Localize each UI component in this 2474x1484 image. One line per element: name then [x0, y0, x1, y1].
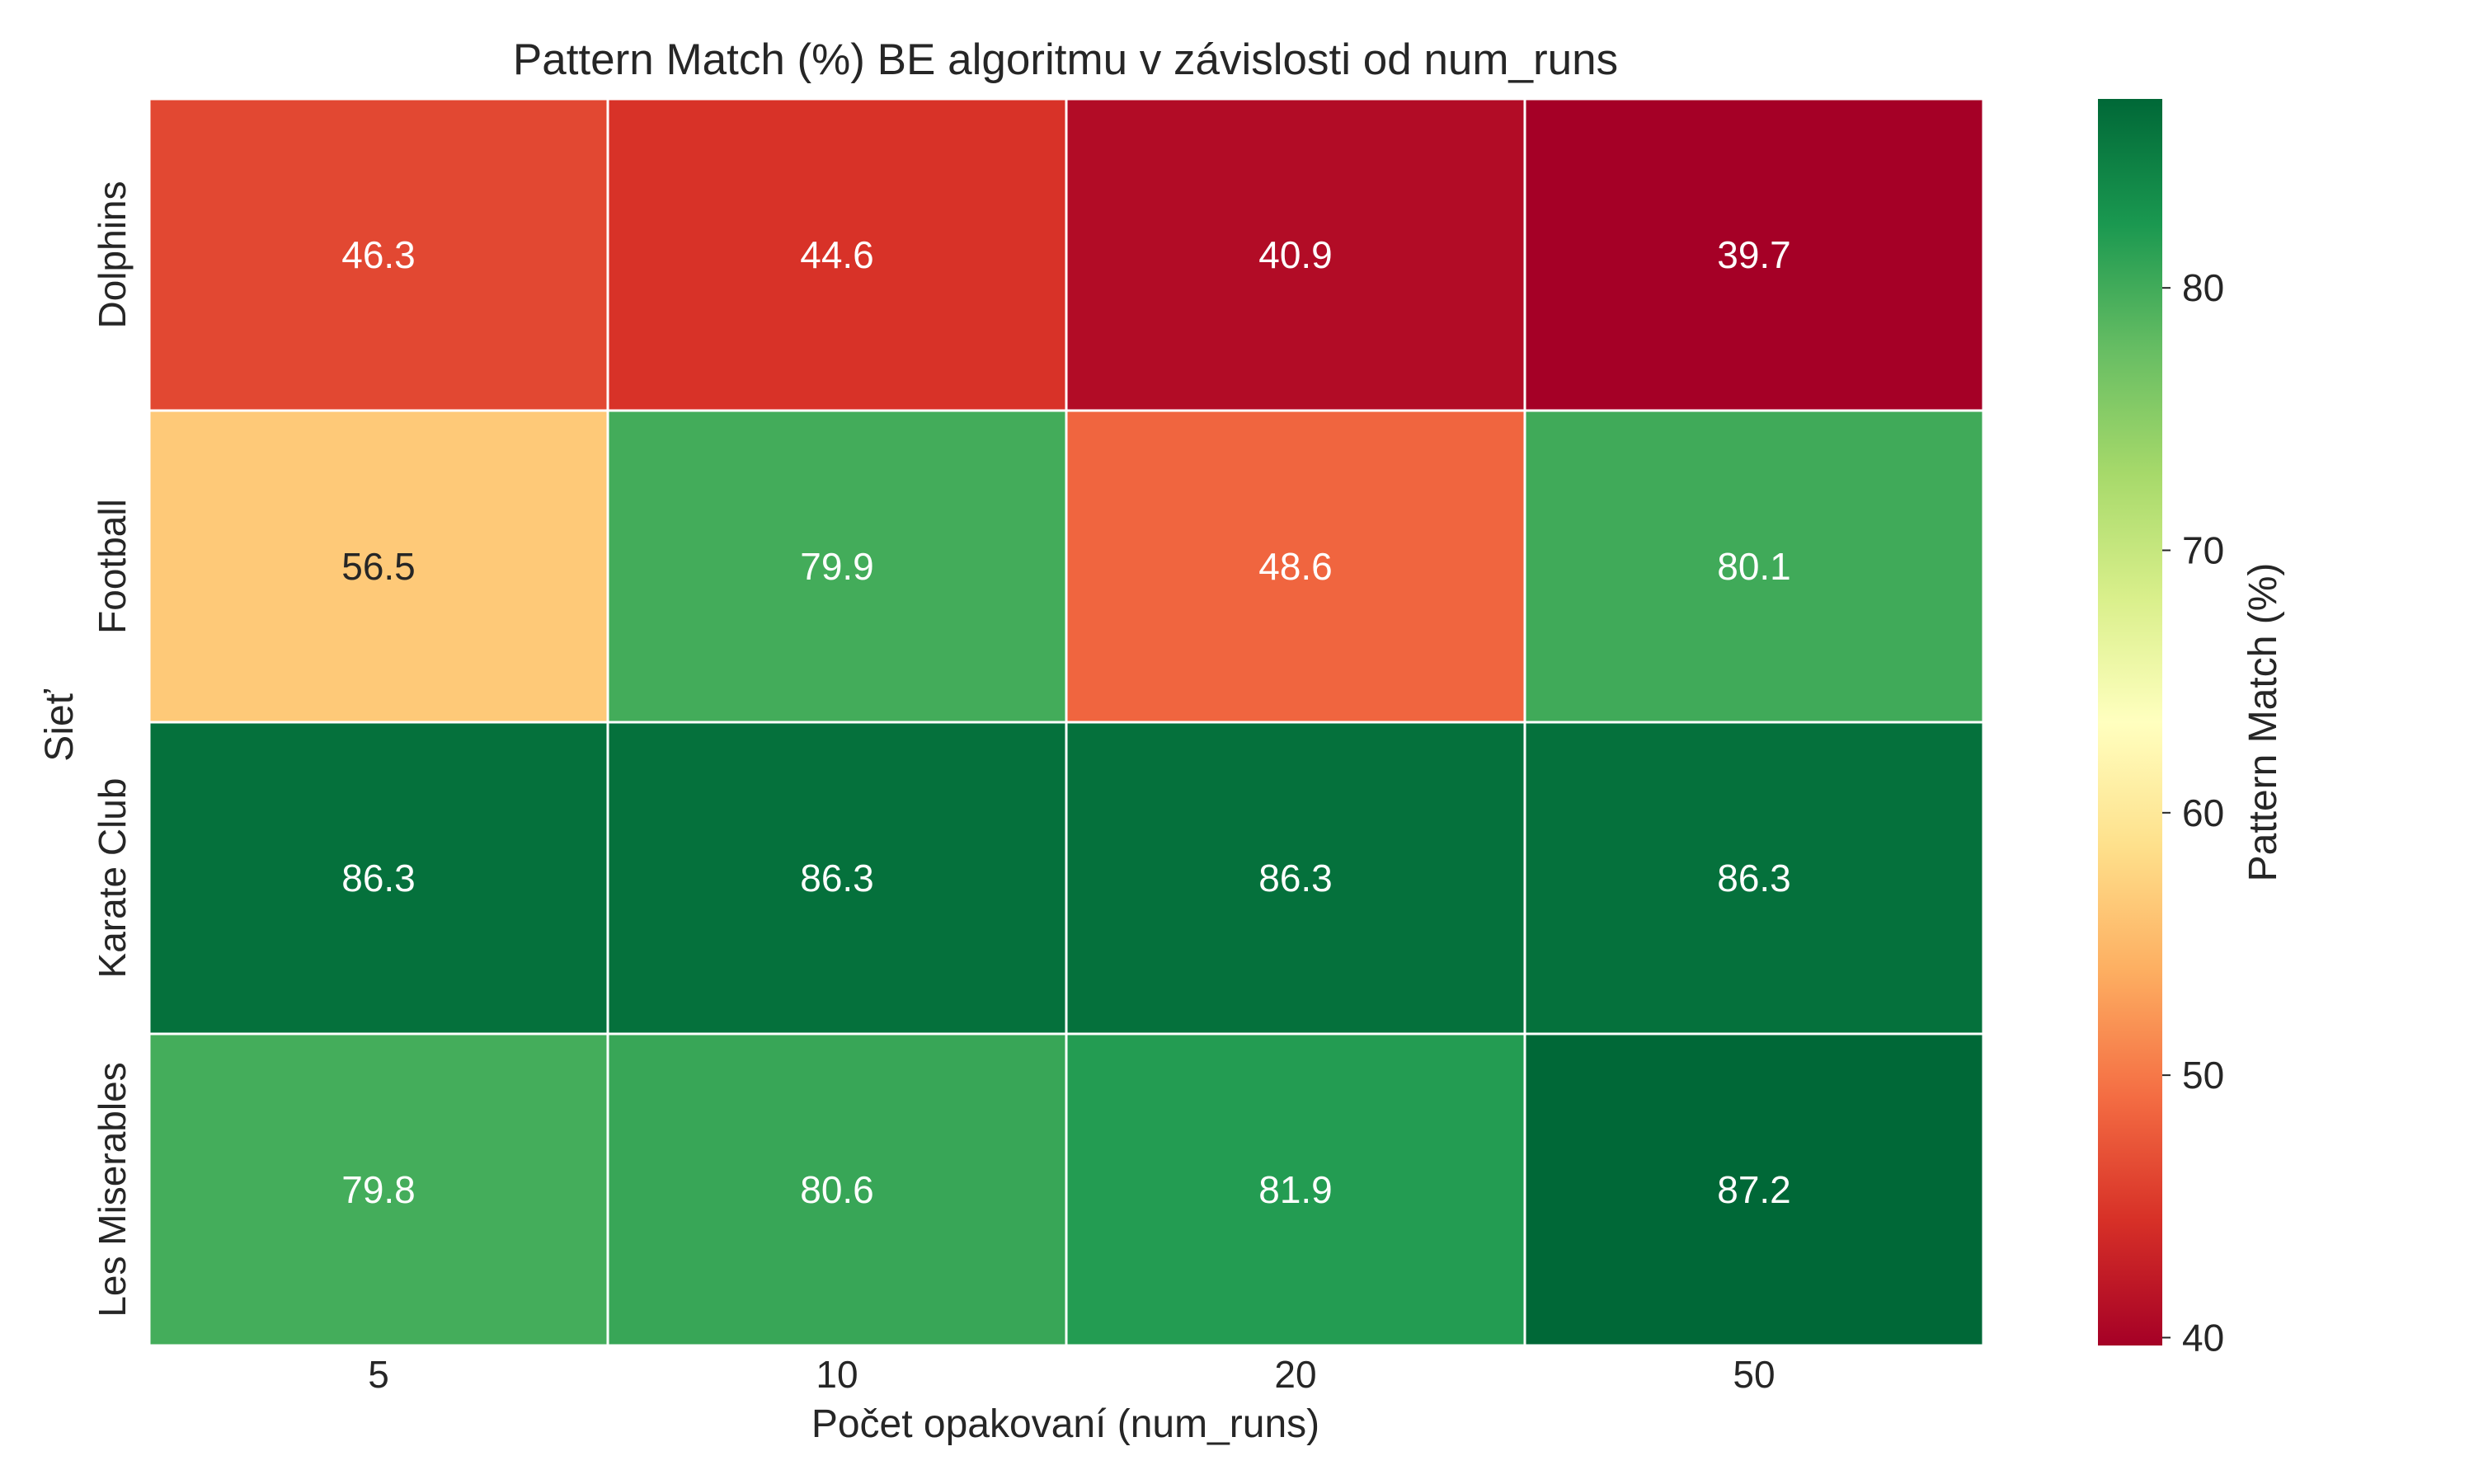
y-tick-labels: Dolphins Football Karate Club Les Miserable…	[91, 181, 134, 1317]
x-tick-label: 50	[1733, 1353, 1775, 1396]
colorbar-tick-label: 50	[2182, 1054, 2224, 1097]
colorbar-tick-label: 80	[2182, 266, 2224, 309]
heatmap-cell	[606, 1032, 1068, 1347]
cell-value-label: 79.9	[800, 545, 874, 588]
heatmap-cell	[1523, 1032, 1985, 1347]
y-tick-label: Les Miserables	[91, 1062, 134, 1317]
x-tick-label: 5	[368, 1353, 389, 1396]
y-tick-label: Football	[91, 499, 134, 634]
cell-value-label: 80.6	[800, 1168, 874, 1211]
x-tick-labels: 5 10 20 50	[368, 1353, 1775, 1396]
y-axis-label: Sieť	[38, 688, 82, 761]
y-tick-label: Dolphins	[91, 181, 134, 329]
cell-value-label: 44.6	[800, 233, 874, 276]
colorbar-tick-label: 70	[2182, 529, 2224, 572]
colorbar-tick-label: 60	[2182, 791, 2224, 834]
heatmap-cells: 46.3 44.6 40.9 39.7 56.5 79.9 48.6 80.1 86.3 86.3…	[148, 97, 1985, 1347]
heatmap-cell	[1523, 721, 1985, 1036]
cell-value-label: 79.8	[341, 1168, 416, 1211]
heatmap-cell	[1523, 409, 1985, 724]
cell-value-label: 40.9	[1258, 233, 1333, 276]
cell-value-label: 86.3	[800, 857, 874, 899]
cell-value-label: 81.9	[1258, 1168, 1333, 1211]
cell-value-label: 56.5	[341, 545, 416, 588]
heatmap-cell	[1065, 1032, 1526, 1347]
heatmap-cell	[148, 409, 609, 724]
heatmap-cell	[148, 1032, 609, 1347]
colorbar-label: Pattern Match (%)	[2241, 563, 2285, 882]
cell-value-label: 39.7	[1717, 233, 1791, 276]
heatmap-cell	[1523, 97, 1985, 412]
heatmap-cell	[1065, 97, 1526, 412]
colorbar: 40 50 60 70 80 Pattern Match (%)	[2098, 99, 2285, 1359]
cell-value-label: 86.3	[1258, 857, 1333, 899]
cell-value-label: 87.2	[1717, 1168, 1791, 1211]
heatmap-cell	[606, 409, 1068, 724]
cell-value-label: 86.3	[1717, 857, 1791, 899]
cell-value-label: 46.3	[341, 233, 416, 276]
colorbar-ticks: 40 50 60 70 80	[2162, 266, 2224, 1359]
y-tick-label: Karate Club	[91, 778, 134, 979]
x-tick-label: 10	[816, 1353, 858, 1396]
x-axis-label: Počet opakovaní (num_runs)	[811, 1402, 1319, 1446]
colorbar-gradient	[2098, 99, 2162, 1345]
heatmap-cell	[606, 97, 1068, 412]
cell-value-label: 86.3	[341, 857, 416, 899]
heatmap-cell	[1065, 409, 1526, 724]
cell-value-label: 48.6	[1258, 545, 1333, 588]
chart-title: Pattern Match (%) BE algoritmu v závislo…	[513, 35, 1618, 84]
x-tick-label: 20	[1274, 1353, 1316, 1396]
colorbar-tick-label: 40	[2182, 1316, 2224, 1359]
heatmap-cell	[148, 97, 609, 412]
heatmap-cell	[606, 721, 1068, 1036]
cell-value-label: 80.1	[1717, 545, 1791, 588]
